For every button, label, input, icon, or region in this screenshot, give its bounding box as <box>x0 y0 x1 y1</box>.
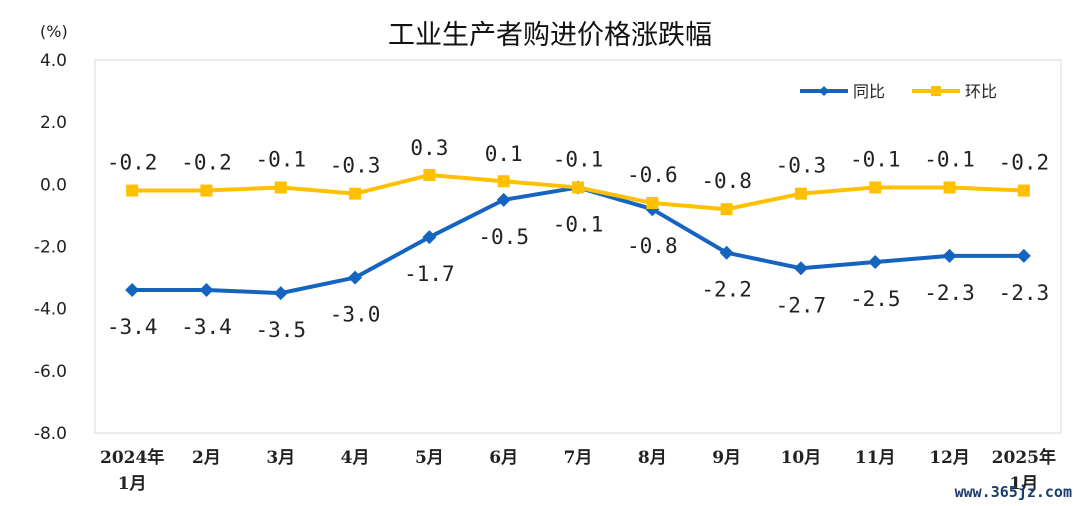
data-label: -0.1 <box>924 147 975 171</box>
data-label: -0.6 <box>627 163 678 187</box>
data-label: -0.2 <box>107 151 158 175</box>
data-point <box>793 261 808 276</box>
data-label: -0.3 <box>776 154 827 178</box>
data-point <box>719 245 734 260</box>
y-tick-label: -4.0 <box>34 300 67 320</box>
y-tick-label: -2.0 <box>34 238 67 258</box>
data-point <box>126 184 139 197</box>
legend-label: 同比 <box>853 82 885 101</box>
data-point <box>497 175 510 188</box>
data-point <box>349 187 362 200</box>
plot-frame <box>94 59 1062 434</box>
x-tick-label: 2024年 1月 <box>100 447 164 494</box>
x-tick-label: 11月 <box>855 448 896 468</box>
data-point <box>422 230 437 245</box>
data-point <box>794 187 807 200</box>
legend-marker <box>931 86 941 96</box>
x-tick-label: 7月 <box>564 448 593 468</box>
data-label: -3.4 <box>181 315 232 339</box>
data-label: -0.2 <box>999 151 1050 175</box>
data-labels: -3.4 -3.4 -3.5 -3.0 -1.7 -0.5 -0.1 -0.8 -2.2 -2.7… <box>107 136 1049 342</box>
data-point <box>720 203 733 216</box>
axes: 4.0 2.0 0.0 -2.0 -4.0 -6.0 -8.0 2024年 1月 2月 3月 4月 5月… <box>34 51 1056 494</box>
unit-label: (%) <box>40 22 68 41</box>
data-point <box>199 283 214 298</box>
data-label: -0.3 <box>330 154 381 178</box>
data-point <box>125 283 140 298</box>
data-point <box>1016 248 1031 263</box>
data-point <box>1017 184 1030 197</box>
y-tick-label: 0.0 <box>40 175 67 195</box>
x-tick-label: 3月 <box>266 448 295 468</box>
x-tick-label: 4月 <box>341 448 370 468</box>
chart-title: 工业生产者购进价格涨跌幅 <box>388 20 712 51</box>
data-label: -2.7 <box>776 293 827 317</box>
data-point <box>942 248 957 263</box>
data-label: -2.2 <box>701 278 752 302</box>
legend-marker <box>819 86 829 96</box>
data-label: -0.1 <box>553 147 604 171</box>
data-label: -3.5 <box>255 318 306 342</box>
data-label: -0.1 <box>850 147 901 171</box>
data-point <box>348 270 363 285</box>
data-point <box>868 255 883 270</box>
x-tick-label: 2025年 1月 <box>992 447 1056 494</box>
x-tick-label: 12月 <box>929 448 970 468</box>
y-tick-label: -6.0 <box>34 362 67 382</box>
x-tick-label: 8月 <box>638 448 667 468</box>
x-tick-label: 2月 <box>192 448 221 468</box>
data-label: -2.5 <box>850 287 901 311</box>
data-label: -3.4 <box>107 315 158 339</box>
data-label: -0.5 <box>478 225 529 249</box>
series-layer <box>125 169 1031 301</box>
data-point <box>496 192 511 207</box>
data-point <box>274 181 287 194</box>
data-label: -0.8 <box>627 234 678 258</box>
legend-label: 环比 <box>965 82 997 101</box>
data-point <box>423 169 436 182</box>
series-line-0 <box>132 185 1024 296</box>
data-point <box>646 196 659 209</box>
data-point <box>273 286 288 301</box>
data-point <box>943 181 956 194</box>
data-point <box>572 181 584 194</box>
data-label: -0.1 <box>553 212 604 236</box>
data-point <box>869 181 882 194</box>
data-label: -3.0 <box>330 303 381 327</box>
y-tick-label: -8.0 <box>34 424 67 444</box>
y-tick-label: 4.0 <box>40 51 67 71</box>
x-tick-label: 6月 <box>489 448 518 468</box>
x-tick-label: 10月 <box>781 448 822 468</box>
data-label: -1.7 <box>404 262 455 286</box>
data-label: -0.2 <box>181 151 232 175</box>
data-label: -0.8 <box>701 169 752 193</box>
data-label: 0.3 <box>410 136 448 160</box>
x-tick-label: 5月 <box>415 448 444 468</box>
data-point <box>200 184 213 197</box>
x-tick-label: 9月 <box>712 448 741 468</box>
watermark: www.365jz.com <box>955 483 1072 501</box>
legend: 同比 环比 <box>800 82 997 101</box>
y-tick-label: 2.0 <box>40 113 67 133</box>
data-label: -0.1 <box>255 147 306 171</box>
data-label: -2.3 <box>924 281 975 305</box>
data-label: -2.3 <box>999 281 1050 305</box>
data-label: 0.1 <box>485 142 523 166</box>
